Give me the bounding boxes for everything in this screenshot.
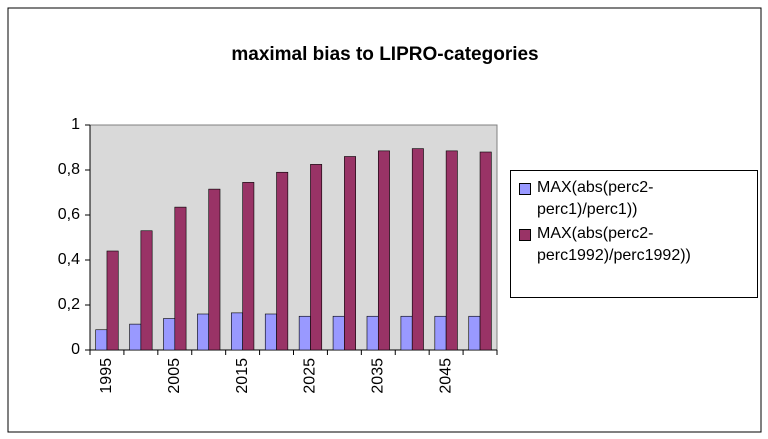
bar [366,315,379,351]
bar [163,318,176,351]
bar [344,156,356,351]
bar [95,329,108,351]
legend-swatch [519,229,531,241]
y-tick-label: 0,8 [58,161,80,178]
x-tick-label: 2035 [370,358,387,394]
legend: MAX(abs(perc2-perc1)/perc1)) MAX(abs(perc… [510,170,758,298]
x-tick-label: 2005 [166,358,183,394]
legend-label: MAX(abs(perc2-perc1992)/perc1992)) [537,225,691,264]
x-tick-label: 2045 [437,358,454,394]
y-tick-label: 0,2 [58,296,80,313]
x-tick-label: 2025 [302,358,319,394]
bar [208,188,221,351]
y-tick-label: 0,4 [58,251,80,268]
bar [479,151,492,351]
legend-entry: MAX(abs(perc2-perc1992)/perc1992)) [515,223,753,267]
bar [411,148,424,351]
bar [264,313,277,351]
y-tick-label: 0,6 [58,206,80,223]
x-tick-label: 1995 [98,358,115,394]
y-tick-label: 1 [71,116,80,133]
bar [445,150,458,351]
legend-entry: MAX(abs(perc2-perc1)/perc1)) [515,177,753,221]
bar [298,315,311,351]
bar [140,230,153,351]
bar [197,313,210,351]
bar [174,206,187,351]
bar [276,171,289,351]
bar [310,164,323,351]
x-tick-label: 2015 [234,358,251,394]
legend-label: MAX(abs(perc2-perc1)/perc1)) [537,179,654,218]
legend-swatch [519,183,531,195]
bar [468,315,481,351]
bar [242,182,255,351]
chart-title: maximal bias to LIPRO-categories [231,44,538,65]
bar [129,323,142,351]
bar [434,315,447,351]
plot-area [89,124,498,351]
y-tick-label: 0 [71,341,80,358]
bar [400,315,413,351]
bar [106,250,119,351]
bar [332,315,345,351]
bar [377,150,390,351]
bar [231,312,243,351]
